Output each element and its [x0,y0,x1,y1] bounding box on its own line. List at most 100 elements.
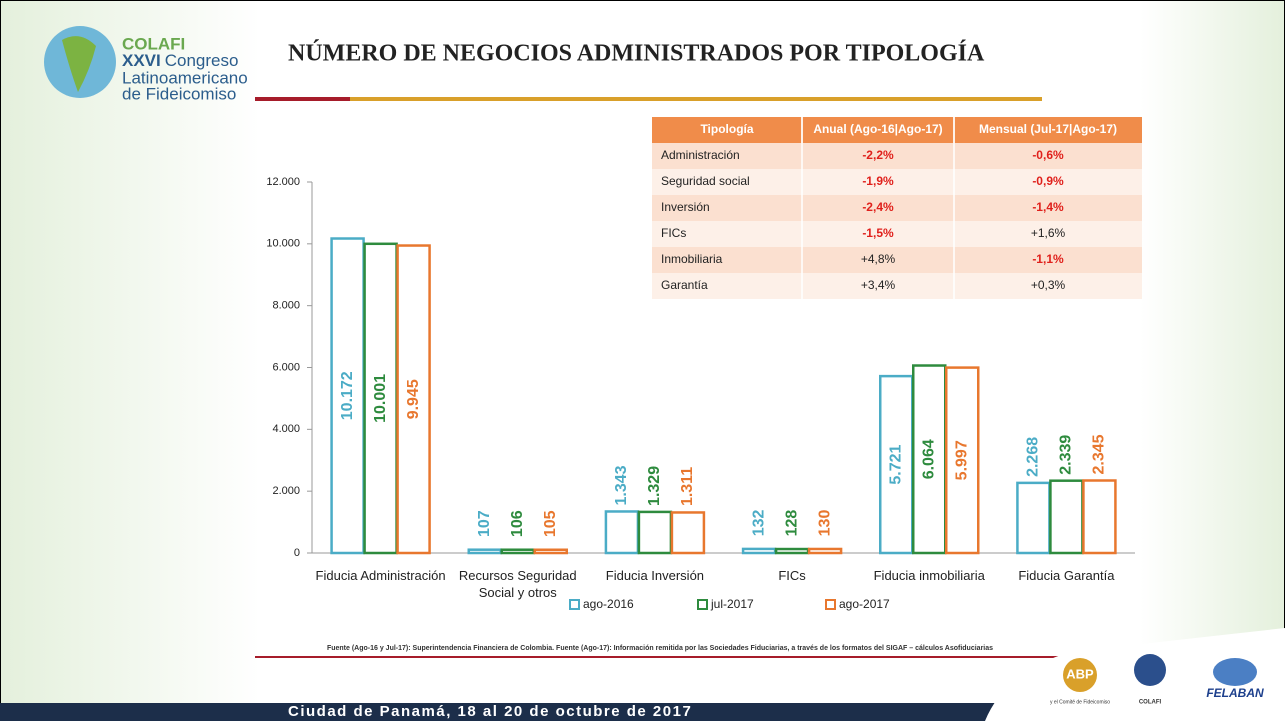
table-cell: +4,8% [861,252,896,266]
x-tick-label: Fiducia Administración [315,568,446,583]
bar [396,244,431,555]
value-label: 2.345 [1091,434,1108,474]
value-label: 2.268 [1025,437,1042,477]
table-cell: -1,1% [1032,252,1064,266]
bar [879,374,914,555]
y-tick-label: 2.000 [272,485,300,497]
value-label: 105 [542,510,559,537]
table-cell: -1,5% [862,226,894,240]
footer-band [0,703,1285,721]
legend-swatch [825,599,836,610]
value-label: 2.339 [1058,435,1075,475]
bar [604,510,640,555]
bar [1049,479,1084,555]
table-header-cell: Tipología [700,122,753,136]
table-cell: Inversión [661,200,710,214]
legend-label: ago-2017 [839,597,890,611]
legend-swatch [697,599,708,610]
logo-abp-text: ABP [1066,666,1094,681]
table-row-bg [652,169,1142,195]
value-label: 130 [816,510,833,537]
bar [533,548,568,555]
value-label: 132 [750,509,767,536]
bar [637,510,673,555]
bar [467,548,502,555]
bar [807,547,843,555]
logo-line3: Latinoamericano [122,68,248,87]
x-tick-label: FICs [778,568,806,583]
logo-name: COLAFI [122,34,185,53]
table-cell: -2,4% [862,200,894,214]
logo-line2: XXVI Congreso [122,51,238,70]
bar [1016,481,1051,555]
value-label: 1.329 [646,466,663,506]
bar [945,366,980,555]
x-tick-label: Fiducia Garantía [1018,568,1115,583]
value-label: 106 [509,510,526,537]
y-tick-label: 12.000 [266,176,300,188]
logo-felaban-text: FELABAN [1206,686,1264,700]
event-text: Ciudad de Panamá, 18 al 20 de octubre de… [288,703,692,720]
table-row-bg [652,143,1142,169]
value-label: 107 [476,510,493,537]
value-label: 10.172 [339,371,356,420]
logo-colafi [1134,654,1166,686]
bar [774,547,810,555]
logo-abp [1063,658,1097,692]
bar [363,242,398,555]
table-cell: Inmobiliaria [661,252,723,266]
logo-continent [62,36,96,92]
legend-swatch [569,599,580,610]
x-tick-label: Fiducia Inversión [605,568,705,583]
logo-felaban [1213,658,1257,686]
slide-title: NÚMERO DE NEGOCIOS ADMINISTRADOS POR TIP… [288,41,985,67]
table-header-cell: Mensual (Jul-17|Ago-17) [979,122,1117,136]
table-cell: -0,6% [1032,148,1064,162]
logo-abp-caption: y el Comité de Fideicomiso [1050,699,1110,705]
table-cell: FICs [661,226,686,240]
table-header-cell: Anual (Ago-16|Ago-17) [813,122,942,136]
table-cell: -0,9% [1032,174,1064,188]
bar [1082,479,1117,555]
value-label: 9.945 [405,379,422,419]
bar [500,548,535,555]
table-row-bg [652,221,1142,247]
x-tick-label: Fiducia inmobiliaria [873,568,985,583]
table-row-bg [652,195,1142,221]
y-tick-label: 6.000 [272,361,300,373]
table-cell: -2,2% [862,148,894,162]
legend-label: jul-2017 [710,597,754,611]
table-row-bg [652,273,1142,299]
table-cell: +1,6% [1031,226,1066,240]
legend-label: ago-2016 [583,597,634,611]
table-cell: Seguridad social [661,174,750,188]
y-tick-label: 4.000 [272,423,300,435]
value-label: 6.064 [920,439,937,479]
logo-colafi-text: COLAFI [1139,700,1162,706]
y-tick-label: 8.000 [272,300,300,312]
value-label: 1.343 [613,465,630,505]
value-label: 5.997 [953,440,970,480]
bar [741,547,777,555]
y-tick-label: 10.000 [266,238,300,250]
bar [670,511,706,555]
logo-line4: de Fideicomiso [122,84,236,103]
table-cell: -1,4% [1032,200,1064,214]
y-tick-label: 0 [294,547,300,559]
logo-edition: XXVI [122,51,161,70]
table-cell: Garantía [661,278,708,292]
value-label: 5.721 [887,444,904,484]
source-note: Fuente (Ago-16 y Jul-17): Superintendenc… [327,645,993,652]
value-label: 10.001 [372,374,389,423]
x-tick-label: Recursos Seguridad Social y otros [458,568,577,600]
value-label: 128 [783,510,800,537]
value-label: 1.311 [679,467,696,506]
logo-event: Congreso [165,51,239,70]
table-cell: +0,3% [1031,278,1066,292]
table-cell: Administración [661,148,740,162]
table-cell: -1,9% [862,174,894,188]
table-row-bg [652,247,1142,273]
